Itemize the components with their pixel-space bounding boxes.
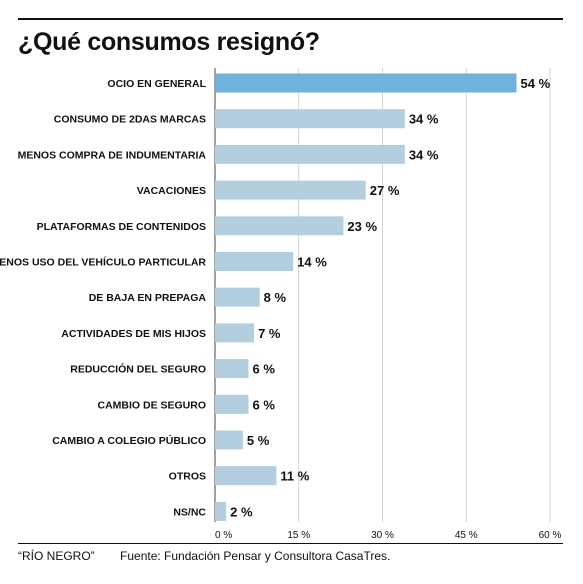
- bar: [215, 73, 517, 93]
- value-label: 11 %: [280, 469, 309, 484]
- x-tick-label: 45 %: [455, 530, 478, 541]
- bottom-rule: [18, 543, 563, 544]
- category-label: REDUCCIÓN DEL SEGURO: [70, 363, 206, 376]
- footer-source: Fuente: Fundación Pensar y Consultora Ca…: [120, 549, 391, 563]
- bar: [215, 466, 277, 486]
- bar: [215, 323, 255, 343]
- category-label: PLATAFORMAS DE CONTENIDOS: [37, 221, 206, 233]
- category-label: NS/NC: [173, 506, 206, 518]
- category-label: MENOS USO DEL VEHÍCULO PARTICULAR: [0, 256, 206, 269]
- value-label: 6 %: [253, 397, 276, 412]
- category-label: MENOS COMPRA DE INDUMENTARIA: [18, 149, 207, 161]
- category-label: VACACIONES: [137, 185, 206, 197]
- bars: [215, 73, 517, 521]
- value-label: 34 %: [409, 112, 439, 127]
- bar: [215, 394, 249, 414]
- bar: [215, 109, 405, 129]
- bar: [215, 430, 243, 450]
- bar: [215, 359, 249, 379]
- footer: “RÍO NEGRO” Fuente: Fundación Pensar y C…: [18, 549, 563, 563]
- value-label: 27 %: [370, 183, 400, 198]
- value-label: 5 %: [247, 433, 270, 448]
- bar: [215, 287, 260, 307]
- category-label: CONSUMO DE 2DAS MARCAS: [54, 114, 206, 126]
- x-axis-ticks: 0 % 15 % 30 % 45 % 60 %: [215, 530, 562, 541]
- category-label: OCIO EN GENERAL: [107, 78, 206, 90]
- bar: [215, 501, 227, 521]
- value-label: 6 %: [253, 362, 276, 377]
- x-tick-label: 0 %: [215, 530, 232, 541]
- value-label: 14 %: [297, 255, 327, 270]
- value-label: 2 %: [230, 504, 253, 519]
- x-tick-label: 30 %: [371, 530, 394, 541]
- value-label: 8 %: [264, 290, 287, 305]
- category-label: CAMBIO A COLEGIO PÚBLICO: [52, 434, 206, 447]
- value-label: 23 %: [347, 219, 377, 234]
- category-label: ACTIVIDADES DE MIS HIJOS: [61, 328, 206, 340]
- x-tick-label: 60 %: [539, 530, 562, 541]
- bar: [215, 180, 366, 200]
- value-labels: 54 % 34 % 34 % 27 % 23 % 14 % 8 % 7 % 6 % 6 % 5 % 1…: [230, 76, 550, 519]
- chart-title: ¿Qué consumos resignó?: [18, 28, 320, 56]
- category-label: OTROS: [169, 471, 206, 483]
- top-rule: [18, 18, 563, 20]
- x-tick-label: 15 %: [287, 530, 310, 541]
- category-labels: OCIO EN GENERAL CONSUMO DE 2DAS MARCAS MEN…: [0, 78, 207, 518]
- bar: [215, 216, 344, 236]
- value-label: 54 %: [521, 76, 551, 91]
- value-label: 34 %: [409, 147, 439, 162]
- category-label: DE BAJA EN PREPAGA: [89, 292, 207, 304]
- bar: [215, 252, 294, 271]
- value-label: 7 %: [258, 326, 281, 341]
- bar: [215, 144, 405, 164]
- category-label: CAMBIO DE SEGURO: [97, 399, 206, 411]
- footer-credit: “RÍO NEGRO”: [18, 549, 95, 563]
